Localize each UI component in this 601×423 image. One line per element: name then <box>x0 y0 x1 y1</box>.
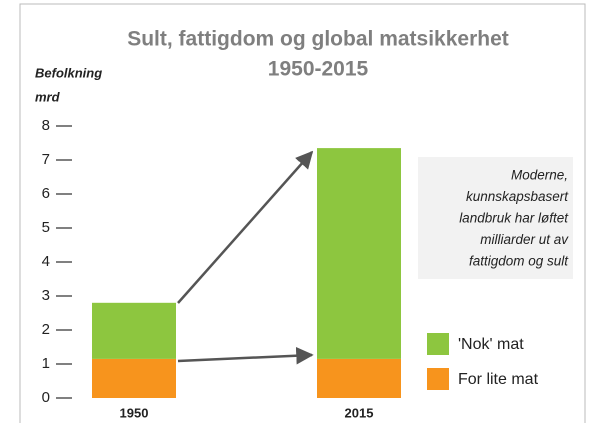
annotation: fattigdom og sult <box>469 254 569 269</box>
y-tick-label: 6 <box>42 185 50 202</box>
arrow <box>177 150 314 304</box>
note-box <box>418 157 573 279</box>
bar-segment <box>317 358 401 398</box>
legend-swatch <box>427 333 449 355</box>
bar-segment <box>92 358 176 398</box>
x-tick-label: 2015 <box>345 405 374 420</box>
y-tick-label: 1 <box>42 355 50 372</box>
frame <box>19 3 586 423</box>
legend-swatch <box>427 368 449 390</box>
y-axis-label: Befolkning <box>35 65 102 80</box>
annotation: kunnskapsbasert <box>466 189 569 204</box>
y-tick-label: 4 <box>42 253 50 270</box>
y-tick-label: 7 <box>42 151 50 168</box>
y-tick-label: 5 <box>42 219 50 236</box>
y-tick-label: 0 <box>42 389 50 406</box>
chart-title: Sult, fattigdom og global matsikkerhet <box>127 28 509 51</box>
annotation: Moderne, <box>511 168 568 183</box>
y-tick-label: 3 <box>42 287 50 304</box>
bar-segment <box>317 148 401 359</box>
annotation: landbruk har løftet <box>459 211 569 226</box>
y-axis-label: mrd <box>35 89 61 104</box>
y-tick-label: 8 <box>42 117 50 134</box>
legend-label: 'Nok' mat <box>458 336 524 353</box>
y-tick-label: 2 <box>42 321 50 338</box>
chart-subtitle: 1950-2015 <box>268 58 369 81</box>
annotation: milliarder ut av <box>480 232 569 247</box>
x-tick-label: 1950 <box>120 405 149 420</box>
bar-segment <box>92 302 176 359</box>
arrow <box>177 346 314 365</box>
legend-label: For lite mat <box>458 371 539 388</box>
